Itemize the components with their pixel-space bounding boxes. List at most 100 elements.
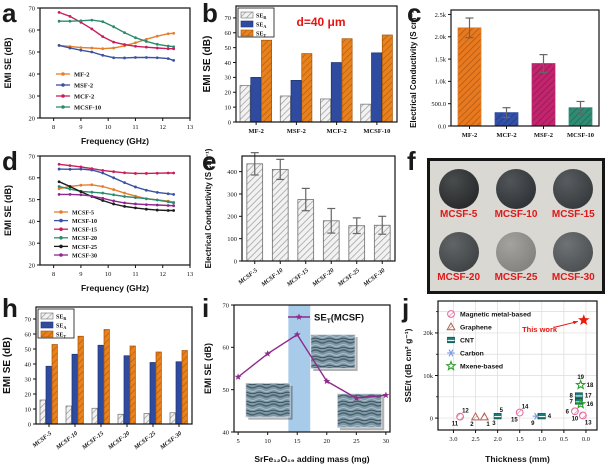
svg-text:MCSF-25: MCSF-25: [132, 430, 157, 452]
svg-text:MCSF-15: MCSF-15: [80, 430, 105, 452]
sample-label: MCSF-15: [551, 209, 595, 220]
svg-text:1.0k: 1.0k: [435, 79, 447, 86]
svg-text:30: 30: [225, 75, 232, 82]
svg-text:MSF-2: MSF-2: [287, 128, 306, 135]
svg-text:SET: SET: [56, 332, 66, 339]
svg-text:MCF-2: MCF-2: [327, 128, 347, 135]
svg-text:1.5: 1.5: [516, 436, 524, 443]
svg-text:20: 20: [29, 262, 36, 269]
svg-text:EMI SE (dB): EMI SE (dB): [3, 37, 13, 88]
svg-text:20: 20: [324, 438, 331, 445]
sample-label: MCSF-20: [437, 272, 481, 283]
panel-f: f MCSF-5 MCSF-10 MCSF-15 MCSF-20 MCSF-25 MCSF…: [405, 146, 607, 295]
svg-text:1: 1: [486, 422, 490, 428]
svg-text:Frequency (GHz): Frequency (GHz): [81, 283, 149, 293]
svg-text:10: 10: [572, 416, 579, 422]
svg-text:MCF-2: MCF-2: [74, 93, 94, 100]
sample-label: MCSF-10: [494, 209, 538, 220]
sample-film-photo: [438, 232, 479, 272]
svg-text:16: 16: [587, 402, 594, 408]
panel-letter-f: f: [407, 146, 416, 176]
sample-cell: MCSF-5: [438, 169, 479, 220]
svg-text:50: 50: [223, 387, 230, 394]
panel-a: a 8 9 10 11 12 13 20 30 40 50 60 70 MF-2 MSF-2 MCF-2 MC…: [0, 0, 200, 148]
svg-text:MF-2: MF-2: [74, 71, 90, 78]
svg-text:MCSF-20: MCSF-20: [310, 267, 335, 289]
svg-text:100: 100: [227, 236, 237, 243]
svg-text:MCSF-30: MCSF-30: [361, 267, 386, 289]
panel-letter-b: b: [202, 0, 218, 28]
svg-text:70: 70: [29, 153, 36, 160]
svg-text:30: 30: [29, 241, 36, 248]
svg-text:50: 50: [29, 49, 36, 56]
svg-text:MCSF-30: MCSF-30: [158, 430, 183, 452]
svg-text:25: 25: [353, 438, 360, 445]
svg-text:MCSF-10: MCSF-10: [74, 104, 101, 111]
svg-text:7: 7: [570, 399, 574, 405]
svg-text:MCSF-10: MCSF-10: [567, 132, 594, 139]
svg-text:Frequency (GHz): Frequency (GHz): [81, 136, 149, 146]
sample-label: MCSF-30: [551, 272, 595, 283]
svg-text:11: 11: [452, 422, 459, 428]
sample-cell: MCSF-15: [552, 169, 595, 220]
svg-text:EMI SE (dB): EMI SE (dB): [2, 337, 13, 394]
sample-film-photo: [553, 169, 594, 209]
panel-letter-d: d: [2, 146, 18, 176]
svg-text:18: 18: [587, 383, 594, 389]
svg-text:0: 0: [430, 415, 433, 422]
svg-text:9: 9: [79, 124, 82, 131]
svg-text:1.0: 1.0: [538, 436, 546, 443]
svg-text:60: 60: [25, 331, 32, 338]
svg-text:50: 50: [25, 346, 32, 353]
svg-text:70: 70: [225, 15, 232, 22]
svg-text:MCSF-20: MCSF-20: [106, 430, 131, 452]
svg-text:MCSF-10: MCSF-10: [72, 219, 97, 225]
panel-letter-c: c: [407, 0, 422, 28]
sample-film-photo: [495, 169, 536, 209]
svg-text:0: 0: [228, 119, 231, 126]
svg-text:5: 5: [237, 438, 240, 445]
svg-text:2.0: 2.0: [494, 436, 502, 443]
svg-text:12: 12: [462, 409, 469, 415]
svg-text:Electrical Conductivity (S cm⁻: Electrical Conductivity (S cm⁻¹): [409, 8, 418, 128]
svg-text:40: 40: [225, 60, 232, 67]
svg-text:SEA: SEA: [256, 22, 266, 29]
svg-text:19: 19: [577, 375, 584, 381]
svg-text:2.5k: 2.5k: [435, 12, 447, 19]
conductivity-bar-chart-c: 0.0 500.0 1.0k 1.5k 2.0k 2.5k MF-2 MCF-2 MSF-2 MC…: [409, 8, 600, 139]
svg-text:SEA: SEA: [56, 323, 66, 330]
svg-text:0.0: 0.0: [582, 436, 590, 443]
svg-text:10: 10: [264, 438, 271, 445]
conductivity-bar-chart-e: 0 100 200 300 400 MCSF-5 MCSF-10 MCSF-15 MCSF-20…: [204, 148, 396, 289]
svg-text:50: 50: [225, 45, 232, 52]
sem-image: [245, 382, 291, 418]
svg-text:MCF-2: MCF-2: [496, 132, 516, 139]
svg-text:3.0: 3.0: [449, 436, 457, 443]
svg-text:SSE/t (dB cm² g⁻¹): SSE/t (dB cm² g⁻¹): [403, 328, 413, 402]
svg-text:0.5: 0.5: [560, 436, 568, 443]
svg-text:MCSF-10: MCSF-10: [54, 430, 79, 452]
svg-text:Electrical Conductivity (S cm⁻: Electrical Conductivity (S cm⁻¹): [204, 148, 213, 268]
svg-text:4: 4: [548, 414, 552, 420]
svg-text:MCSF-5: MCSF-5: [236, 267, 259, 287]
svg-text:10k: 10k: [423, 373, 434, 380]
panel-h: h 0 10 20 30 40 50 60 70 MCSF-5 MCSF-10 MCSF-15 MCS…: [0, 293, 200, 466]
sem-image: [310, 334, 356, 369]
sample-cell: MCSF-10: [494, 169, 538, 220]
svg-text:12: 12: [159, 124, 166, 131]
svg-text:30: 30: [29, 93, 36, 100]
svg-text:60: 60: [29, 175, 36, 182]
svg-text:30: 30: [383, 438, 390, 445]
svg-text:60: 60: [223, 345, 230, 352]
svg-text:3: 3: [492, 421, 496, 427]
panel-letter-a: a: [2, 0, 17, 28]
svg-text:10: 10: [105, 271, 112, 278]
svg-text:1.5k: 1.5k: [435, 56, 447, 63]
sample-label: MCSF-25: [494, 272, 538, 283]
svg-text:8: 8: [570, 394, 574, 400]
sample-cell: MCSF-20: [437, 232, 480, 283]
panel-letter-i: i: [202, 293, 210, 323]
svg-text:13: 13: [187, 271, 194, 278]
svg-text:60: 60: [225, 30, 232, 37]
